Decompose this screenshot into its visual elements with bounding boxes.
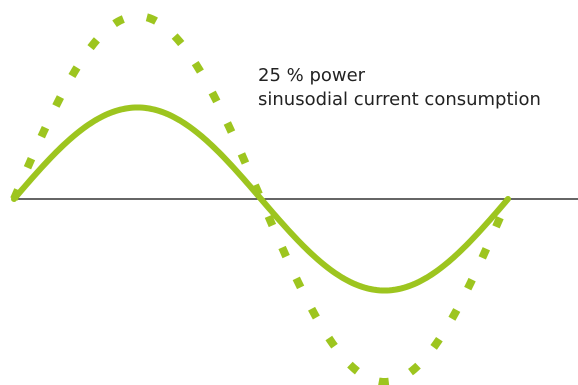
caption-power-level: 25 % power [258,65,366,86]
full-power-dashed-wave [10,11,512,385]
reduced-power-solid-wave [11,104,511,294]
power-caption: 25 % power sinusodial current consumptio… [258,64,541,112]
caption-description: sinusodial current consumption [258,89,541,110]
